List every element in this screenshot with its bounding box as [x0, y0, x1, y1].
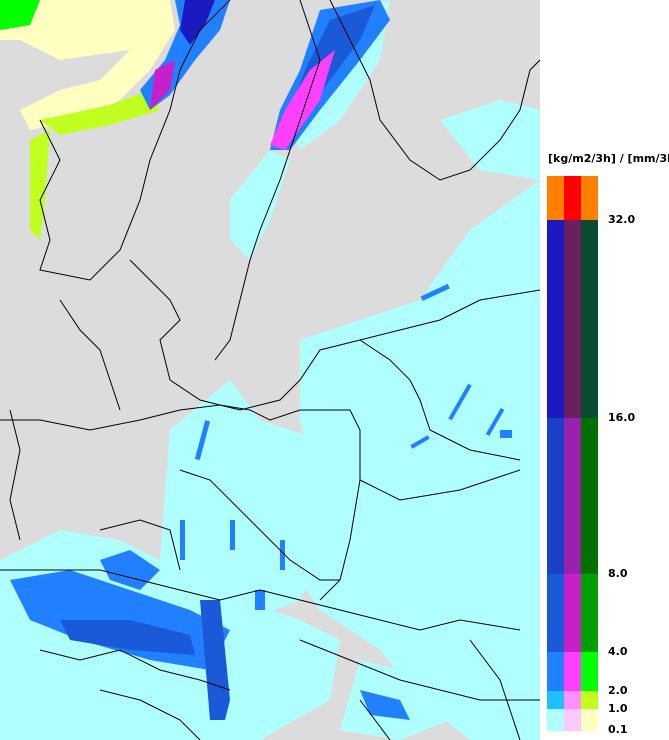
country-borders: [0, 0, 540, 740]
legend-swatch: [547, 652, 564, 691]
norway-coast-precip: [0, 0, 230, 240]
legend-title: [kg/m2/3h] / [mm/3h]: [548, 152, 669, 165]
legend-swatch: [564, 220, 581, 418]
legend-swatch: [564, 418, 581, 574]
legend-tick-32: 32.0: [608, 213, 636, 226]
scandinavia-precip-band: [270, 0, 390, 150]
legend-swatch: [581, 691, 598, 709]
precipitation-map: [0, 0, 540, 740]
legend-swatch: [581, 418, 598, 574]
legend-swatch: [581, 709, 598, 731]
legend-swatch: [547, 418, 564, 574]
legend-swatch: [564, 652, 581, 691]
legend-swatch: [547, 709, 564, 731]
legend-tick-8: 8.0: [608, 567, 628, 580]
scattered-streaks: [180, 283, 512, 610]
alps-precip-band: [10, 550, 410, 720]
legend-tick-4: 4.0: [608, 645, 628, 658]
legend-swatch: [564, 176, 581, 220]
legend-swatch: [547, 574, 564, 652]
legend-swatch: [581, 176, 598, 220]
legend-swatch: [581, 574, 598, 652]
legend-swatch: [564, 709, 581, 731]
legend-tick-1: 1.0: [608, 702, 628, 715]
legend-swatch: [564, 691, 581, 709]
legend-swatch: [581, 652, 598, 691]
legend-swatch: [581, 220, 598, 418]
legend-tick-16: 16.0: [608, 411, 636, 424]
legend-swatch: [547, 691, 564, 709]
legend-swatch: [547, 220, 564, 418]
legend-tick-2: 2.0: [608, 684, 628, 697]
legend-tick-0-1: 0.1: [608, 723, 628, 736]
legend-swatch: [547, 176, 564, 220]
legend-swatch: [564, 574, 581, 652]
